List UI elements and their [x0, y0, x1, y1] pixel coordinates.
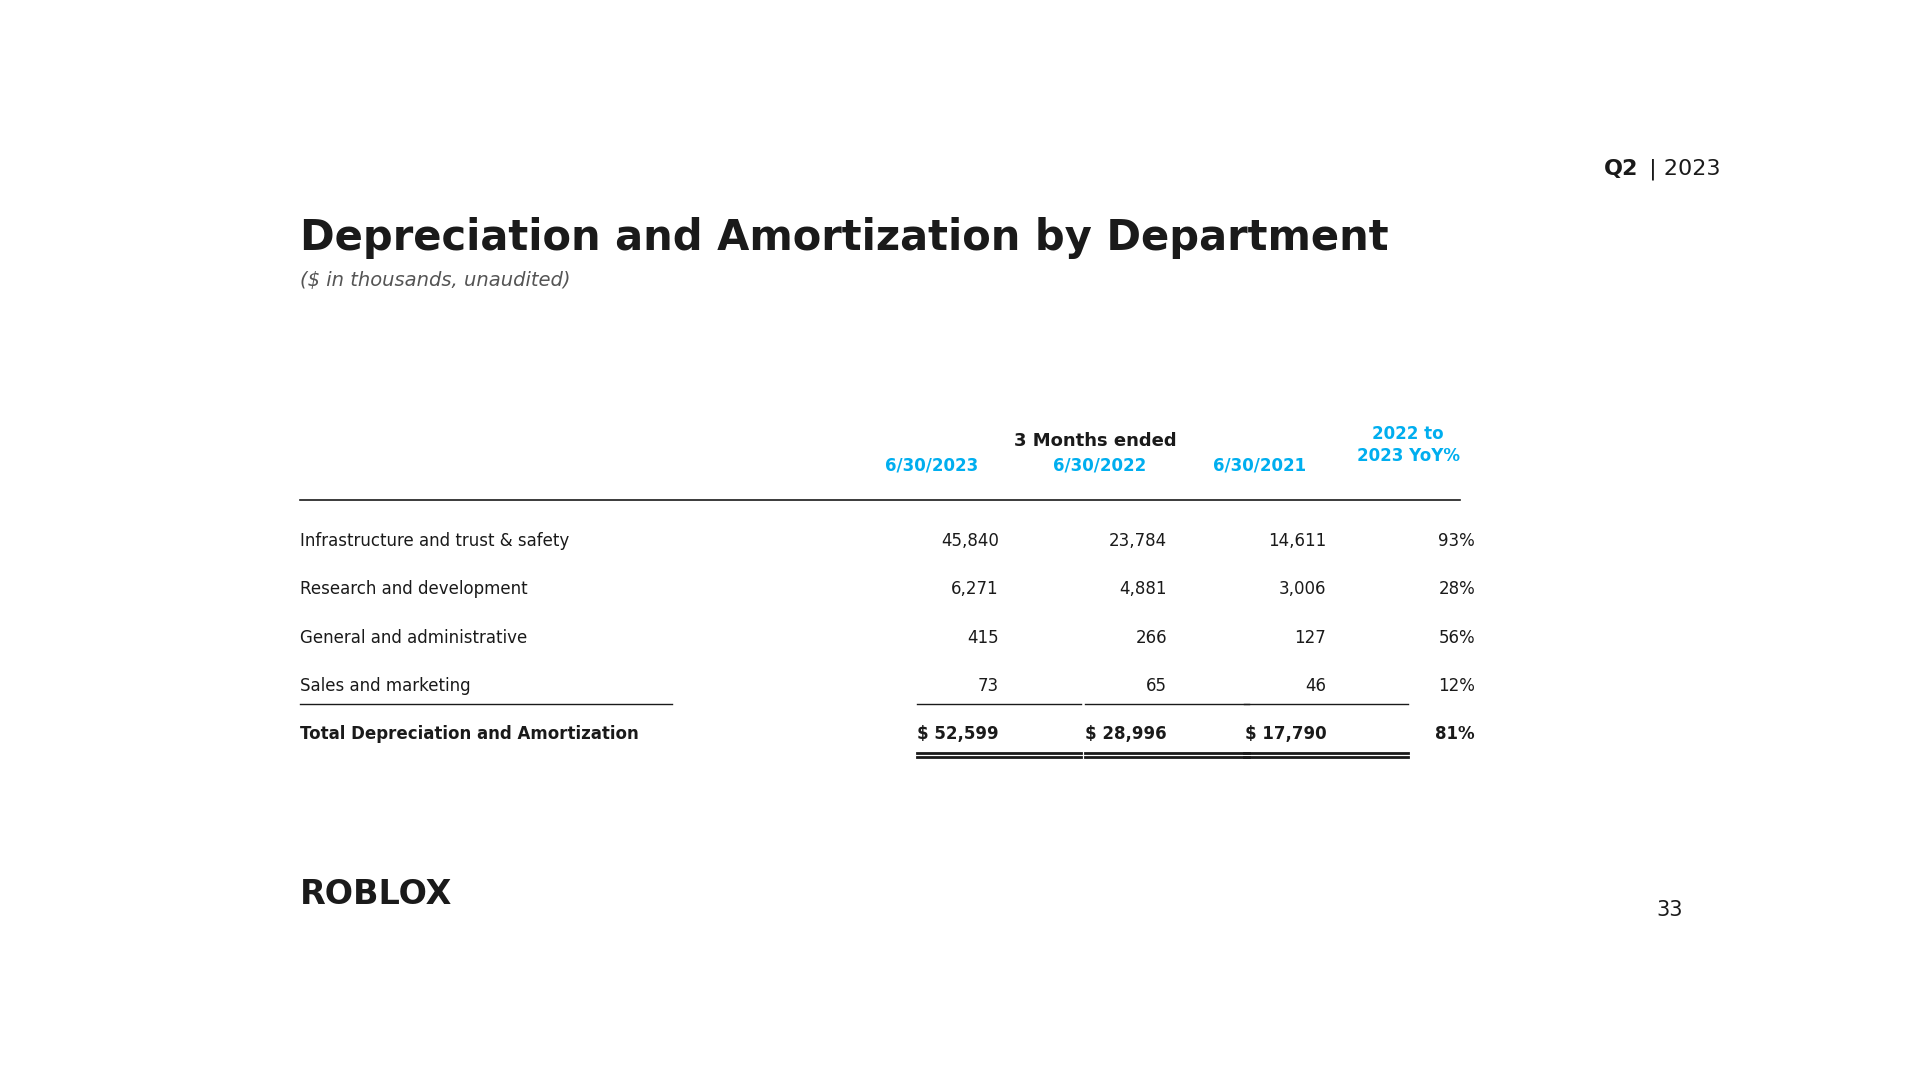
- Text: Infrastructure and trust & safety: Infrastructure and trust & safety: [300, 532, 568, 550]
- Text: Total Depreciation and Amortization: Total Depreciation and Amortization: [300, 725, 637, 743]
- Text: 2022 to
2023 YoY%: 2022 to 2023 YoY%: [1357, 424, 1459, 464]
- Text: Depreciation and Amortization by Department: Depreciation and Amortization by Departm…: [300, 217, 1388, 259]
- Text: 14,611: 14,611: [1267, 532, 1327, 550]
- Text: 4,881: 4,881: [1119, 580, 1167, 598]
- Text: Sales and marketing: Sales and marketing: [300, 677, 470, 694]
- Text: 6/30/2022: 6/30/2022: [1054, 457, 1146, 475]
- Text: 65: 65: [1146, 677, 1167, 694]
- Text: 81%: 81%: [1436, 725, 1475, 743]
- Text: 73: 73: [977, 677, 998, 694]
- Text: 28%: 28%: [1438, 580, 1475, 598]
- Text: 12%: 12%: [1438, 677, 1475, 694]
- Text: 23,784: 23,784: [1110, 532, 1167, 550]
- Text: 46: 46: [1306, 677, 1327, 694]
- Text: 6/30/2021: 6/30/2021: [1213, 457, 1306, 475]
- Text: 33: 33: [1657, 900, 1684, 920]
- Text: ROBLOX: ROBLOX: [300, 878, 451, 912]
- Text: $ 52,599: $ 52,599: [918, 725, 998, 743]
- Text: ($ in thousands, unaudited): ($ in thousands, unaudited): [300, 271, 570, 289]
- Text: 93%: 93%: [1438, 532, 1475, 550]
- Text: Q2: Q2: [1605, 159, 1640, 178]
- Text: 266: 266: [1135, 629, 1167, 647]
- Text: 45,840: 45,840: [941, 532, 998, 550]
- Text: 6,271: 6,271: [950, 580, 998, 598]
- Text: 127: 127: [1294, 629, 1327, 647]
- Text: | 2023: | 2023: [1642, 159, 1720, 180]
- Text: $ 17,790: $ 17,790: [1244, 725, 1327, 743]
- Text: $ 28,996: $ 28,996: [1085, 725, 1167, 743]
- Text: Research and development: Research and development: [300, 580, 528, 598]
- Text: 3,006: 3,006: [1279, 580, 1327, 598]
- Text: 56%: 56%: [1438, 629, 1475, 647]
- Text: 415: 415: [968, 629, 998, 647]
- Text: General and administrative: General and administrative: [300, 629, 526, 647]
- Text: 6/30/2023: 6/30/2023: [885, 457, 979, 475]
- Text: 3 Months ended: 3 Months ended: [1014, 432, 1177, 449]
